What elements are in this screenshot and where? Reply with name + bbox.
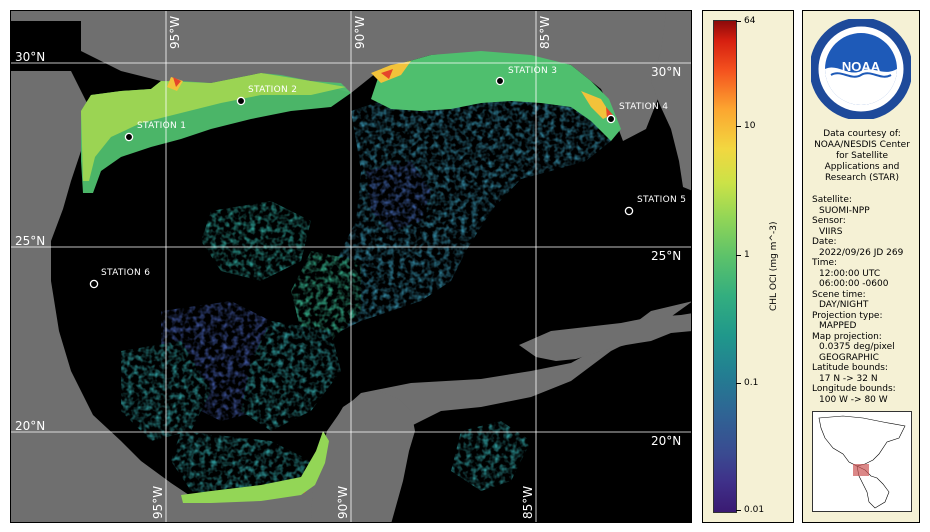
meta-value-lat-bounds: 17 N -> 32 N [819, 373, 878, 384]
lat-label-20-left: 20°N [15, 419, 46, 433]
tick-mark [736, 510, 741, 511]
scene-metadata: Satellite: SUOMI-NPP Sensor: VIIRS Date:… [812, 195, 920, 405]
station-4-label: STATION 4 [619, 102, 669, 112]
meta-key-projection-type: Projection type: [812, 310, 883, 321]
meta-key-sensor: Sensor: [812, 216, 846, 226]
logo-text: NOAA [842, 59, 881, 74]
station-2-label: STATION 2 [248, 85, 298, 95]
lon-label-95-top: 95°W [168, 15, 182, 49]
meta-value-date: 2022/09/26 JD 269 [819, 247, 904, 258]
meta-key-date: Date: [812, 237, 837, 247]
meta-value-geographic: GEOGRAPHIC [819, 352, 879, 363]
station-5-marker[interactable] [624, 206, 634, 216]
station-3-marker[interactable] [495, 76, 505, 86]
tick-mark [736, 126, 741, 127]
region-highlight [853, 464, 869, 476]
yucatan-land [311, 391, 415, 522]
meta-value-projection-type: MAPPED [819, 321, 857, 331]
data-credit: Data courtesy of: NOAA/NESDIS Center for… [807, 129, 917, 184]
credit-line: NOAA/NESDIS Center [814, 140, 910, 150]
florida-land [651, 11, 691, 191]
coastal-band-yucatan [181, 431, 329, 503]
station-3-label: STATION 3 [508, 66, 558, 76]
station-5-label: STATION 5 [637, 195, 687, 205]
meta-value-satellite: SUOMI-NPP [819, 205, 870, 216]
colorbar-title: CHL OCI (mg m^-3) [769, 221, 779, 311]
graticule [11, 11, 691, 522]
meta-value-time-utc: 12:00:00 UTC [819, 268, 881, 279]
coastal-band-north [371, 51, 621, 141]
lon-label-85-bottom: 85°W [521, 485, 535, 519]
station-2-marker[interactable] [236, 96, 246, 106]
station-4-marker[interactable] [606, 114, 616, 124]
meta-value-lon-bounds: 100 W -> 80 W [819, 394, 888, 405]
tick-label-0-01: 0.01 [744, 505, 765, 515]
cuba-land [519, 313, 691, 361]
lon-label-95-bottom: 95°W [151, 485, 165, 519]
info-panel: NOAA Data courtesy of: NOAA/NESDIS Cente… [802, 10, 920, 523]
meta-key-time: Time: [812, 258, 838, 268]
tick-label-0-1: 0.1 [744, 378, 759, 388]
station-6-marker[interactable] [89, 279, 99, 289]
tick-mark [736, 255, 741, 256]
credit-line: for Satellite [835, 151, 889, 161]
meta-key-lat-bounds: Latitude bounds: [812, 363, 888, 373]
colorbar-panel: 64 10 1 0.1 0.01 CHL OCI (mg m^-3) [702, 10, 794, 523]
station-6-label: STATION 6 [101, 268, 151, 278]
locator-inset-map [812, 411, 912, 512]
lat-label-30-right: 30°N [651, 65, 682, 79]
tick-label-1: 1 [744, 250, 750, 260]
lat-label-25-right: 25°N [651, 249, 682, 263]
station-1-marker[interactable] [124, 132, 134, 142]
meta-value-scene-time: DAY/NIGHT [819, 300, 869, 310]
credit-line: Data courtesy of: [823, 129, 901, 139]
tick-label-64: 64 [744, 16, 756, 26]
station-markers [89, 76, 634, 289]
south-america-outline [856, 465, 890, 509]
lat-label-25-left: 25°N [15, 234, 46, 248]
meta-value-sensor: VIIRS [819, 226, 843, 237]
station-1-label: STATION 1 [137, 121, 187, 131]
lon-label-85-top: 85°W [538, 15, 552, 49]
tick-label-10: 10 [744, 121, 756, 131]
lon-label-90-bottom: 90°W [336, 485, 350, 519]
noaa-logo: NOAA [811, 19, 911, 119]
credit-line: Research (STAR) [824, 173, 900, 183]
meta-key-lon-bounds: Longitude bounds: [812, 384, 896, 394]
meta-key-satellite: Satellite: [812, 195, 852, 205]
meta-key-scene-time: Scene time: [812, 289, 866, 300]
coastal-band-west-inner [81, 73, 346, 181]
tick-mark [736, 383, 741, 384]
map-image [11, 11, 691, 522]
lat-label-30-left: 30°N [15, 50, 46, 64]
tick-mark [736, 21, 741, 22]
lat-label-20-right: 20°N [651, 434, 682, 448]
north-america-outline [818, 415, 906, 467]
caribbean-water [341, 302, 691, 522]
meta-value-time-local: 06:00:00 -0600 [819, 279, 889, 289]
credit-line: Applications and [824, 162, 900, 172]
chlorophyll-speckles [121, 73, 611, 501]
colorbar-gradient [713, 20, 737, 513]
meta-value-resolution: 0.0375 deg/pixel [819, 342, 895, 352]
lon-label-90-top: 90°W [353, 15, 367, 49]
chlorophyll-map: STATION 1 STATION 2 STATION 3 STATION 4 … [10, 10, 692, 523]
meta-key-map-projection: Map projection: [812, 331, 882, 342]
